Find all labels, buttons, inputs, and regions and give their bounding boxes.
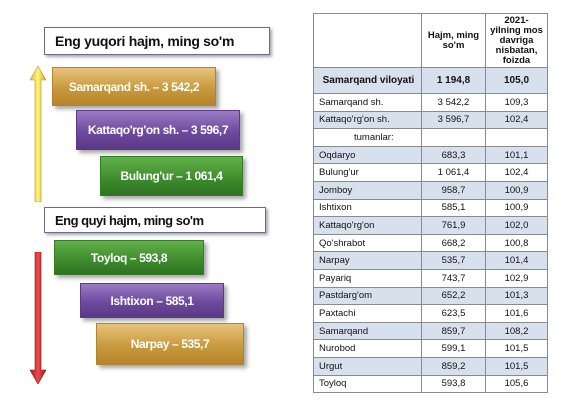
- row-volume: 599,1: [421, 339, 486, 358]
- region-name: Samarqand viloyati: [313, 67, 422, 94]
- row-name: Urgut: [313, 356, 422, 376]
- row-name: Ishtixon: [313, 198, 422, 218]
- row-percent: 102,9: [485, 268, 548, 288]
- bar-narpay: Narpay – 535,7: [96, 323, 244, 365]
- table-row: Urgut 859,2 101,5: [313, 356, 548, 376]
- row-volume: 859,2: [421, 356, 486, 376]
- row-volume: 668,2: [421, 233, 486, 253]
- table-header-row: Hajm, ming so'm 2021- yilning mos davrig…: [313, 13, 548, 68]
- top-volume-header: Eng yuqori hajm, ming so'm: [44, 27, 270, 55]
- row-name: tumanlar:: [313, 128, 422, 147]
- row-name: Paxtachi: [313, 304, 422, 323]
- table-row: Payariq 743,7 102,9: [313, 268, 548, 288]
- row-volume: 859,7: [421, 321, 486, 341]
- row-volume: 958,7: [421, 180, 486, 200]
- table-row: Toyloq 593,8 105,6: [313, 374, 548, 394]
- bar-ishtixon: Ishtixon – 585,1: [80, 283, 224, 318]
- row-volume: 652,2: [421, 286, 486, 306]
- table-row: Pastdarg'om 652,2 101,3: [313, 286, 548, 306]
- row-percent: 101,1: [485, 145, 548, 165]
- table-row: Paxtachi 623,5 101,6: [313, 304, 548, 323]
- table-row: Ishtixon 585,1 100,9: [313, 198, 548, 218]
- header-volume: Hajm, ming so'm: [421, 13, 486, 68]
- row-percent: 101,3: [485, 286, 548, 306]
- row-name: Pastdarg'om: [313, 286, 422, 306]
- table-row: Bulung'ur 1 061,4 102,4: [313, 163, 548, 182]
- row-percent: 109,3: [485, 93, 548, 112]
- row-volume: 3 596,7: [421, 110, 486, 130]
- bar-kattaqorgon-city: Kattaqo'rg'on sh. – 3 596,7: [76, 110, 240, 150]
- row-percent: 101,6: [485, 304, 548, 323]
- table-row: Narpay 535,7 101,4: [313, 251, 548, 270]
- row-percent: 102,4: [485, 110, 548, 130]
- header-percent: 2021- yilning mos davriga nisbatan, foiz…: [485, 13, 548, 68]
- row-volume: 535,7: [421, 251, 486, 270]
- bar-samarqand-city: Samarqand sh. – 3 542,2: [52, 67, 216, 106]
- row-volume: 1 061,4: [421, 163, 486, 182]
- row-name: Kattaqo'rg'on: [313, 216, 422, 235]
- table-row: Nurobod 599,1 101,5: [313, 339, 548, 358]
- row-name: Jomboy: [313, 180, 422, 200]
- row-volume: [421, 128, 486, 147]
- district-volume-table: Hajm, ming so'm 2021- yilning mos davrig…: [313, 13, 548, 394]
- row-percent: 100,9: [485, 198, 548, 218]
- region-volume: 1 194,8: [421, 67, 486, 94]
- row-name: Samarqand sh.: [313, 93, 422, 112]
- row-volume: 743,7: [421, 268, 486, 288]
- region-percent: 105,0: [485, 67, 548, 94]
- down-arrow-icon: [30, 252, 46, 384]
- row-percent: 105,6: [485, 374, 548, 394]
- row-percent: 101,5: [485, 356, 548, 376]
- row-percent: 102,4: [485, 163, 548, 182]
- row-name: Narpay: [313, 251, 422, 270]
- row-name: Payariq: [313, 268, 422, 288]
- row-volume: 593,8: [421, 374, 486, 394]
- row-percent: 100,9: [485, 180, 548, 200]
- row-name: Oqdaryo: [313, 145, 422, 165]
- row-name: Qo'shrabot: [313, 233, 422, 253]
- table-row: Qo'shrabot 668,2 100,8: [313, 233, 548, 253]
- bottom-volume-header: Eng quyi hajm, ming so'm: [44, 207, 266, 233]
- table-row: Jomboy 958,7 100,9: [313, 180, 548, 200]
- table-row-region: Samarqand viloyati 1 194,8 105,0: [313, 67, 548, 94]
- table-row: Samarqand 859,7 108,2: [313, 321, 548, 341]
- bar-toyloq: Toyloq – 593,8: [54, 240, 204, 275]
- row-percent: [485, 128, 548, 147]
- table-row: Kattaqo'rg'on sh. 3 596,7 102,4: [313, 110, 548, 130]
- row-name: Kattaqo'rg'on sh.: [313, 110, 422, 130]
- row-name: Bulung'ur: [313, 163, 422, 182]
- table-row: Samarqand sh. 3 542,2 109,3: [313, 93, 548, 112]
- row-percent: 100,8: [485, 233, 548, 253]
- row-name: Samarqand: [313, 321, 422, 341]
- row-volume: 623,5: [421, 304, 486, 323]
- bar-bulungur: Bulung'ur – 1 061,4: [100, 156, 243, 196]
- row-volume: 3 542,2: [421, 93, 486, 112]
- table-row: Kattaqo'rg'on 761,9 102,0: [313, 216, 548, 235]
- row-volume: 683,3: [421, 145, 486, 165]
- row-volume: 585,1: [421, 198, 486, 218]
- header-name: [313, 13, 422, 68]
- row-percent: 101,4: [485, 251, 548, 270]
- row-name: Nurobod: [313, 339, 422, 358]
- table-row-subheading: tumanlar:: [313, 128, 548, 147]
- row-volume: 761,9: [421, 216, 486, 235]
- up-arrow-icon: [30, 66, 46, 202]
- table-row: Oqdaryo 683,3 101,1: [313, 145, 548, 165]
- row-name: Toyloq: [313, 374, 422, 394]
- row-percent: 108,2: [485, 321, 548, 341]
- row-percent: 101,5: [485, 339, 548, 358]
- row-percent: 102,0: [485, 216, 548, 235]
